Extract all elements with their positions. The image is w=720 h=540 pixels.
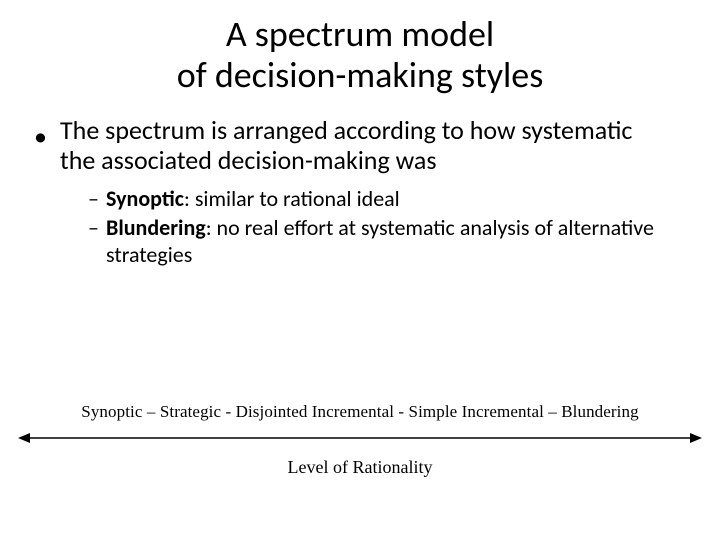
sub-bullet-term: Blundering bbox=[106, 214, 206, 241]
main-bullet: • The spectrum is arranged according to … bbox=[0, 97, 720, 176]
title-line-1: A spectrum model bbox=[226, 12, 494, 56]
spectrum-arrow-line bbox=[18, 430, 702, 446]
bullet-dot-icon: • bbox=[34, 121, 47, 152]
sub-bullet-list: – Synoptic: similar to rational ideal – … bbox=[0, 176, 720, 268]
slide-title: A spectrum model of decision-making styl… bbox=[0, 0, 720, 97]
spectrum-labels: Synoptic – Strategic - Disjointed Increm… bbox=[18, 402, 702, 422]
spectrum-caption: Level of Rationality bbox=[18, 457, 702, 478]
title-line-2: of decision-making styles bbox=[177, 53, 544, 97]
spectrum-diagram: Synoptic – Strategic - Disjointed Increm… bbox=[18, 402, 702, 478]
sub-bullet: – Blundering: no real effort at systemat… bbox=[88, 215, 660, 269]
sub-bullet-desc: : similar to rational ideal bbox=[184, 185, 400, 212]
main-bullet-text: The spectrum is arranged according to ho… bbox=[60, 114, 632, 177]
dash-icon: – bbox=[88, 186, 99, 213]
dash-icon: – bbox=[88, 215, 99, 242]
sub-bullet-term: Synoptic bbox=[106, 185, 184, 212]
sub-bullet: – Synoptic: similar to rational ideal bbox=[88, 186, 660, 213]
